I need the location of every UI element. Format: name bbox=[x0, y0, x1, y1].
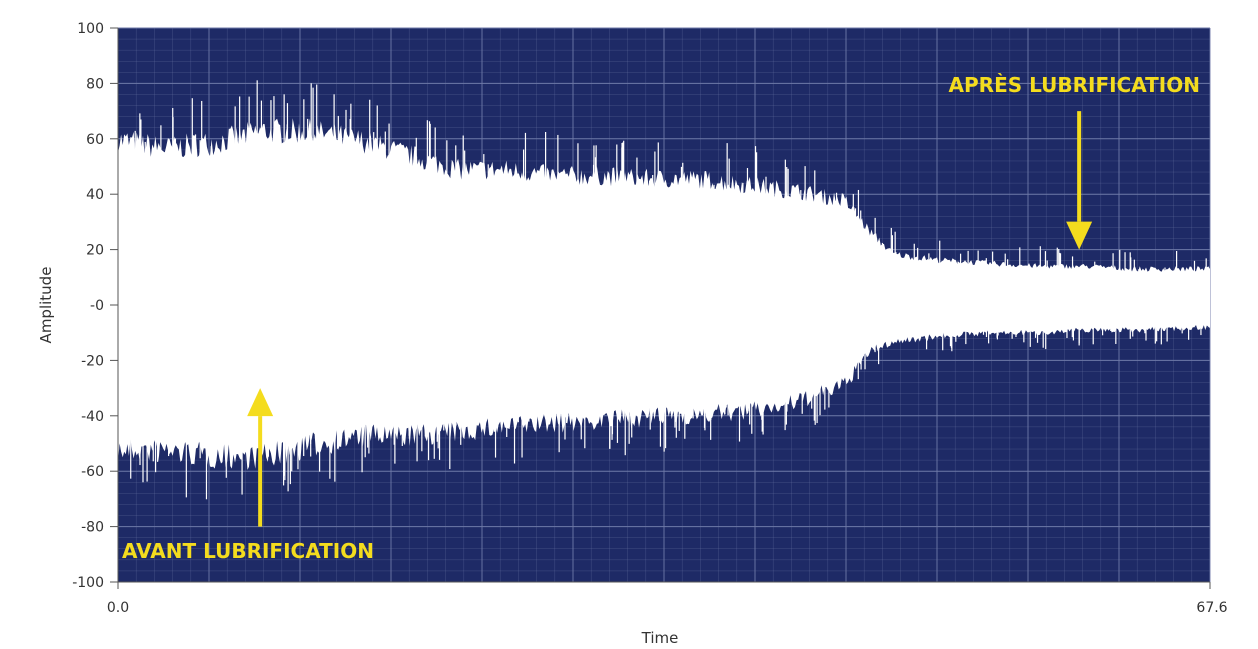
x-axis-title: Time bbox=[641, 629, 679, 647]
y-tick-label: -40 bbox=[81, 409, 104, 425]
axis-layer bbox=[110, 27, 1211, 589]
y-tick-label: -100 bbox=[72, 575, 104, 591]
y-tick-label: 60 bbox=[86, 132, 104, 148]
y-axis-title: Amplitude bbox=[37, 267, 55, 344]
y-tick-label: 40 bbox=[86, 187, 104, 203]
annotation-arrow-head bbox=[247, 388, 274, 417]
y-tick-label: -80 bbox=[81, 520, 104, 536]
x-tick-label-start: 0.0 bbox=[107, 600, 129, 616]
y-tick-label: -60 bbox=[81, 464, 104, 480]
y-tick-label: -0 bbox=[90, 298, 104, 314]
y-tick-labels: 100 80 60 40 20 -0 -20 -40 -60 -80 -100 bbox=[72, 21, 104, 591]
annotation-label-before: AVANT LUBRIFICATION bbox=[122, 539, 374, 563]
signal-envelope bbox=[118, 118, 1210, 470]
y-tick-label: 80 bbox=[86, 76, 104, 92]
annotation-arrow-head bbox=[1066, 221, 1093, 250]
y-tick-label: 100 bbox=[77, 21, 104, 37]
annotations: AVANT LUBRIFICATION APRÈS LUBRIFICATION bbox=[122, 73, 1200, 563]
annotation-label-after: APRÈS LUBRIFICATION bbox=[949, 73, 1200, 97]
signal-spikes bbox=[127, 80, 1207, 500]
y-tick-label: -20 bbox=[81, 353, 104, 369]
y-tick-label: 20 bbox=[86, 243, 104, 259]
x-tick-label-end: 67.6 bbox=[1196, 600, 1227, 616]
